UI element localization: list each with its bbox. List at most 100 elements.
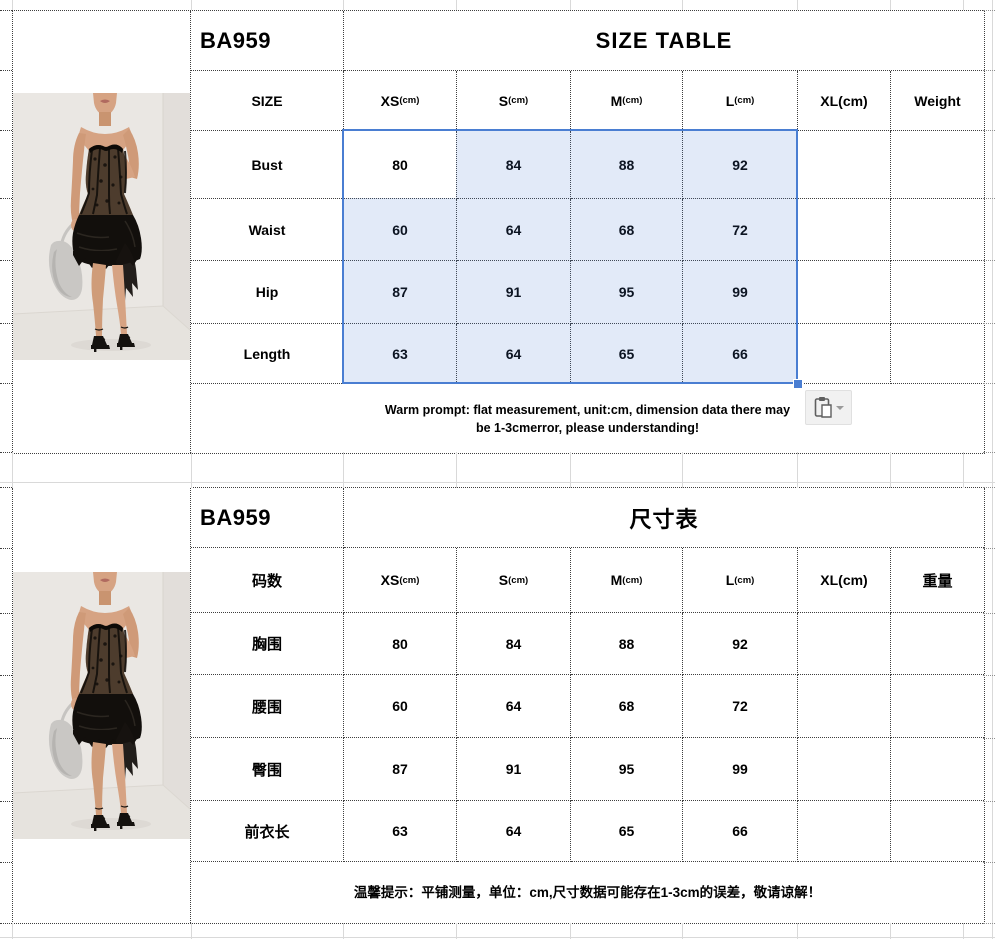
product-photo[interactable] xyxy=(13,93,190,360)
selection-fill-handle[interactable] xyxy=(793,379,803,389)
size-header-cell[interactable]: SIZE xyxy=(191,71,344,131)
col-header-m[interactable]: M (cm) xyxy=(571,548,683,613)
data-cell-waist-m[interactable]: 68 xyxy=(571,675,683,738)
gridline xyxy=(983,548,995,549)
table2-top-border xyxy=(191,487,984,488)
data-cell-bust-xs[interactable]: 80 xyxy=(344,613,457,675)
data-cell-hip-xl[interactable] xyxy=(798,738,891,801)
data-cell-waist-xs[interactable]: 60 xyxy=(344,199,457,261)
data-cell-waist-xs[interactable]: 60 xyxy=(344,675,457,738)
gridline xyxy=(343,923,344,939)
data-cell-waist-weight[interactable] xyxy=(891,675,984,738)
paste-options-button[interactable] xyxy=(805,390,852,425)
gridline xyxy=(797,0,798,10)
data-cell-hip-weight[interactable] xyxy=(891,738,984,801)
row-label-bust[interactable]: 胸围 xyxy=(191,613,344,675)
gridline xyxy=(12,923,13,939)
data-cell-bust-xl[interactable] xyxy=(798,131,891,199)
note-cell-cn[interactable]: 温馨提示：平铺测量，单位：cm,尺寸数据可能存在1-3cm的误差，敬请谅解！ xyxy=(191,862,984,923)
gridline xyxy=(983,675,995,676)
data-cell-length-s[interactable]: 64 xyxy=(457,801,571,862)
row-label-hip[interactable]: Hip xyxy=(191,261,344,324)
data-cell-waist-s[interactable]: 64 xyxy=(457,675,571,738)
data-cell-hip-xl[interactable] xyxy=(798,261,891,324)
data-cell-bust-xl[interactable] xyxy=(798,613,891,675)
col-header-m[interactable]: M (cm) xyxy=(571,71,683,131)
product-image-cell[interactable] xyxy=(13,11,191,453)
row-label-length[interactable]: Length xyxy=(191,324,344,384)
note-cell-en[interactable]: Warm prompt: flat measurement, unit:cm, … xyxy=(191,384,984,453)
gridline xyxy=(0,487,12,488)
data-cell-bust-weight[interactable] xyxy=(891,613,984,675)
gridline xyxy=(0,923,12,924)
col-header-l[interactable]: L (cm) xyxy=(683,548,798,613)
col-header-l[interactable]: L (cm) xyxy=(683,71,798,131)
table-title-cell[interactable]: 尺寸表 xyxy=(344,488,984,548)
product-code-cell[interactable]: BA959 xyxy=(191,488,344,548)
data-cell-length-xl[interactable] xyxy=(798,324,891,384)
gridline xyxy=(983,198,995,199)
product-image-cell[interactable] xyxy=(13,488,191,923)
gridline xyxy=(343,452,344,488)
col-header-s[interactable]: S (cm) xyxy=(457,548,571,613)
col-header-weight[interactable]: 重量 xyxy=(891,548,984,613)
data-cell-waist-s[interactable]: 64 xyxy=(457,199,571,261)
selection-tint xyxy=(344,198,796,382)
data-cell-hip-l[interactable]: 99 xyxy=(683,738,798,801)
data-cell-length-m[interactable]: 65 xyxy=(571,801,683,862)
data-cell-hip-s[interactable]: 91 xyxy=(457,738,571,801)
data-cell-bust-weight[interactable] xyxy=(891,131,984,199)
gridline xyxy=(456,923,457,939)
chevron-down-icon xyxy=(835,405,844,410)
data-cell-waist-weight[interactable] xyxy=(891,199,984,261)
row-label-length[interactable]: 前衣长 xyxy=(191,801,344,862)
note-line: Warm prompt: flat measurement, unit:cm, … xyxy=(384,402,791,417)
data-cell-length-weight[interactable] xyxy=(891,324,984,384)
data-cell-bust-m[interactable]: 88 xyxy=(571,613,683,675)
gridline xyxy=(983,487,995,488)
col-header-xs[interactable]: XS (cm) xyxy=(344,548,457,613)
data-cell-hip-s[interactable]: 91 xyxy=(457,261,571,324)
col-header-xl[interactable]: XL(cm) xyxy=(798,71,891,131)
data-cell-length-weight[interactable] xyxy=(891,801,984,862)
table-title-cell[interactable]: SIZE TABLE xyxy=(344,11,984,71)
data-cell-length-xl[interactable] xyxy=(798,801,891,862)
data-cell-bust-l[interactable]: 92 xyxy=(683,613,798,675)
gridline xyxy=(890,0,891,10)
col-header-xs[interactable]: XS (cm) xyxy=(344,71,457,131)
gridline xyxy=(797,923,798,939)
gridline xyxy=(0,10,12,11)
data-cell-waist-xl[interactable] xyxy=(798,199,891,261)
col-header-s[interactable]: S (cm) xyxy=(457,71,571,131)
data-cell-length-xs[interactable]: 63 xyxy=(344,801,457,862)
gridline xyxy=(0,862,12,863)
gridline xyxy=(0,452,12,453)
data-cell-bust-xs[interactable]: 80 xyxy=(344,131,457,199)
row-label-hip[interactable]: 臀围 xyxy=(191,738,344,801)
data-cell-bust-s[interactable]: 84 xyxy=(457,613,571,675)
data-cell-bust-m[interactable]: 88 xyxy=(571,131,683,199)
row-label-waist[interactable]: Waist xyxy=(191,199,344,261)
size-header-cell[interactable]: 码数 xyxy=(191,548,344,613)
data-cell-hip-weight[interactable] xyxy=(891,261,984,324)
data-cell-waist-xl[interactable] xyxy=(798,675,891,738)
gridline xyxy=(890,452,891,488)
gridline xyxy=(0,937,995,938)
data-cell-bust-s[interactable]: 84 xyxy=(457,131,571,199)
data-cell-waist-m[interactable]: 68 xyxy=(571,199,683,261)
row-label-waist[interactable]: 腰围 xyxy=(191,675,344,738)
data-cell-waist-l[interactable]: 72 xyxy=(683,675,798,738)
cell-selection-overlay xyxy=(342,129,803,389)
data-cell-hip-xs[interactable]: 87 xyxy=(344,738,457,801)
col-header-weight[interactable]: Weight xyxy=(891,71,984,131)
product-photo[interactable] xyxy=(13,572,190,839)
row-label-bust[interactable]: Bust xyxy=(191,131,344,199)
data-cell-length-l[interactable]: 66 xyxy=(683,801,798,862)
data-cell-hip-xs[interactable]: 87 xyxy=(344,261,457,324)
gridline xyxy=(0,613,12,614)
data-cell-hip-m[interactable]: 95 xyxy=(571,738,683,801)
gridline xyxy=(0,738,12,739)
data-cell-hip-m[interactable]: 95 xyxy=(571,261,683,324)
col-header-xl[interactable]: XL(cm) xyxy=(798,548,891,613)
product-code-cell[interactable]: BA959 xyxy=(191,11,344,71)
